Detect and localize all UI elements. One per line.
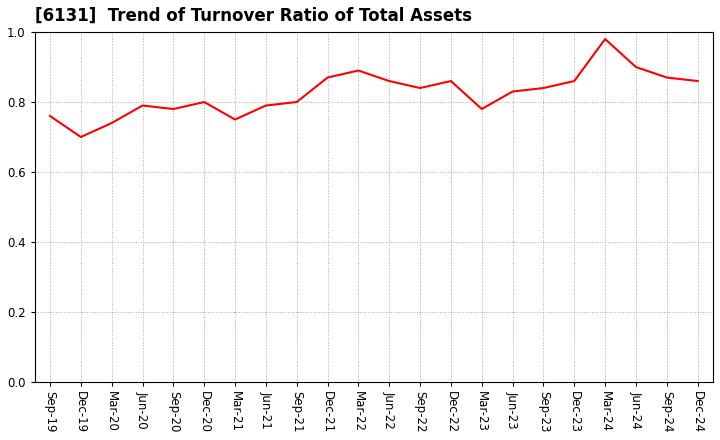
Text: [6131]  Trend of Turnover Ratio of Total Assets: [6131] Trend of Turnover Ratio of Total … — [35, 7, 472, 25]
